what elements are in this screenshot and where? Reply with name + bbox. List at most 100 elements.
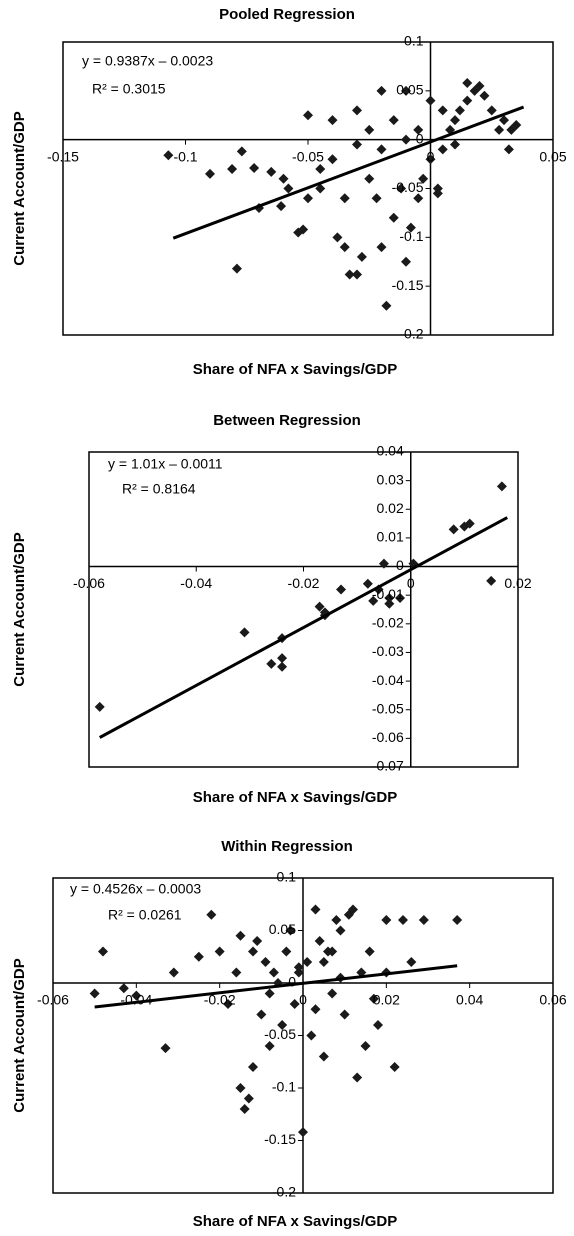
y-axis-label: Current Account/GDP xyxy=(11,111,28,265)
point xyxy=(298,1127,308,1138)
point xyxy=(163,150,174,161)
chart-title: Between Regression xyxy=(213,412,361,429)
point xyxy=(314,936,325,946)
point xyxy=(396,183,407,194)
y-tick-label: 0.01 xyxy=(377,529,404,545)
point xyxy=(298,224,309,235)
point xyxy=(283,183,294,194)
y-axis-label: Current Account/GDP xyxy=(11,532,28,686)
point xyxy=(360,1041,371,1051)
plot-frame xyxy=(62,41,554,336)
point xyxy=(418,173,429,184)
point xyxy=(352,139,362,150)
y-tick-label: -0.01 xyxy=(372,586,404,602)
chart-title: Pooled Regression xyxy=(219,6,355,23)
point xyxy=(395,593,406,604)
point xyxy=(362,578,373,589)
point xyxy=(389,1062,400,1072)
y-tick-label: -0.04 xyxy=(372,672,404,688)
point xyxy=(511,120,522,131)
point xyxy=(243,1093,254,1104)
y-tick-label: 0.05 xyxy=(396,82,423,98)
point xyxy=(344,269,355,280)
y-tick-label: 0.03 xyxy=(377,471,404,487)
point xyxy=(398,915,408,925)
x-tick-label: -0.1 xyxy=(173,148,197,164)
x-axis-label: Share of NFA x Savings/GDP xyxy=(193,361,398,378)
x-tick-label: 0.06 xyxy=(539,992,566,1008)
point xyxy=(214,946,225,957)
point xyxy=(205,168,215,179)
point xyxy=(94,701,105,712)
x-tick-label: -0.15 xyxy=(47,148,79,164)
point xyxy=(364,173,375,184)
point xyxy=(332,232,343,243)
point xyxy=(327,154,338,165)
point xyxy=(236,146,247,157)
point xyxy=(336,584,347,595)
point xyxy=(331,915,342,925)
point xyxy=(327,115,338,126)
point xyxy=(343,909,354,920)
point xyxy=(318,957,329,967)
point xyxy=(371,193,382,204)
point xyxy=(464,518,475,529)
x-tick-label: 0.02 xyxy=(373,992,400,1008)
point xyxy=(405,222,416,233)
point xyxy=(486,575,497,586)
point xyxy=(364,124,375,135)
y-tick-label: -0.03 xyxy=(372,643,404,659)
x-tick-label: -0.06 xyxy=(37,992,69,1008)
x-tick-label: 0.02 xyxy=(504,575,531,591)
y-tick-label: 0.02 xyxy=(377,500,404,516)
point xyxy=(249,162,260,173)
point xyxy=(352,1072,363,1083)
point xyxy=(89,988,100,999)
point xyxy=(339,1009,350,1020)
point xyxy=(450,139,460,150)
point xyxy=(368,993,379,1004)
plot-frame xyxy=(88,451,519,768)
y-tick-label: 0 xyxy=(416,130,424,146)
point xyxy=(306,1030,317,1041)
point xyxy=(277,1020,288,1030)
point xyxy=(425,154,436,165)
point xyxy=(310,1004,321,1015)
point xyxy=(268,967,279,978)
point xyxy=(303,110,313,121)
trendline xyxy=(94,964,458,1009)
point xyxy=(388,115,399,126)
point xyxy=(384,598,395,609)
x-axis-label: Share of NFA x Savings/GDP xyxy=(193,1213,398,1230)
y-tick-label: -0.2 xyxy=(272,1184,296,1200)
point xyxy=(235,1083,246,1093)
y-tick-label: -0.06 xyxy=(372,729,404,745)
point xyxy=(314,601,325,612)
point xyxy=(310,904,321,915)
annotation: R² = 0.8164 xyxy=(122,481,196,497)
point xyxy=(406,957,417,967)
point xyxy=(231,263,242,274)
point xyxy=(266,166,277,177)
y-tick-label: 0.1 xyxy=(277,869,297,885)
x-tick-label: -0.02 xyxy=(288,575,320,591)
annotation: y = 1.01x – 0.0011 xyxy=(108,456,223,472)
point xyxy=(327,946,338,957)
point xyxy=(98,946,108,957)
point xyxy=(339,193,350,204)
y-tick-label: 0.04 xyxy=(377,443,404,459)
point xyxy=(496,481,507,492)
x-tick-label: 0 xyxy=(427,148,435,164)
point xyxy=(413,193,424,204)
point xyxy=(401,85,411,96)
point xyxy=(450,115,460,126)
point xyxy=(131,990,142,1001)
y-tick-label: -0.1 xyxy=(272,1079,296,1095)
point xyxy=(285,925,296,936)
y-tick-label: -0.02 xyxy=(372,615,404,631)
point xyxy=(352,269,362,280)
point xyxy=(373,1020,383,1030)
point xyxy=(378,558,389,569)
point xyxy=(264,1041,275,1051)
point xyxy=(381,300,392,311)
